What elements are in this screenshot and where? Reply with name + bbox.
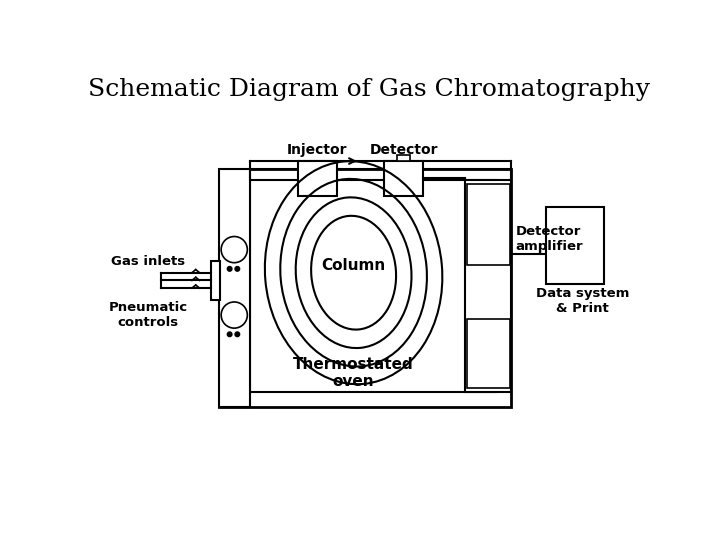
Text: Schematic Diagram of Gas Chromatography: Schematic Diagram of Gas Chromatography bbox=[88, 78, 650, 101]
Bar bbox=[219, 168, 511, 408]
Bar bbox=[546, 207, 604, 284]
Bar bbox=[397, 155, 410, 161]
Circle shape bbox=[228, 267, 232, 271]
Bar bbox=[465, 180, 511, 392]
Text: Pneumatic
controls: Pneumatic controls bbox=[109, 301, 188, 329]
Bar bbox=[211, 261, 220, 300]
Text: Thermostated
oven: Thermostated oven bbox=[293, 356, 414, 389]
Bar bbox=[250, 180, 496, 392]
Text: Data system
& Print: Data system & Print bbox=[536, 287, 629, 315]
Circle shape bbox=[235, 332, 240, 336]
Bar bbox=[298, 161, 337, 195]
Bar bbox=[384, 161, 423, 195]
Text: Column: Column bbox=[321, 258, 386, 273]
Text: Detector: Detector bbox=[369, 143, 438, 157]
Text: Injector: Injector bbox=[287, 143, 348, 157]
Circle shape bbox=[228, 332, 232, 336]
Circle shape bbox=[221, 302, 248, 328]
Bar bbox=[467, 319, 510, 388]
Bar bbox=[219, 168, 250, 408]
Text: Gas inlets: Gas inlets bbox=[111, 255, 185, 268]
Circle shape bbox=[235, 267, 240, 271]
Circle shape bbox=[221, 237, 248, 262]
Bar bbox=[467, 184, 510, 265]
Text: Detector
amplifier: Detector amplifier bbox=[516, 225, 583, 253]
